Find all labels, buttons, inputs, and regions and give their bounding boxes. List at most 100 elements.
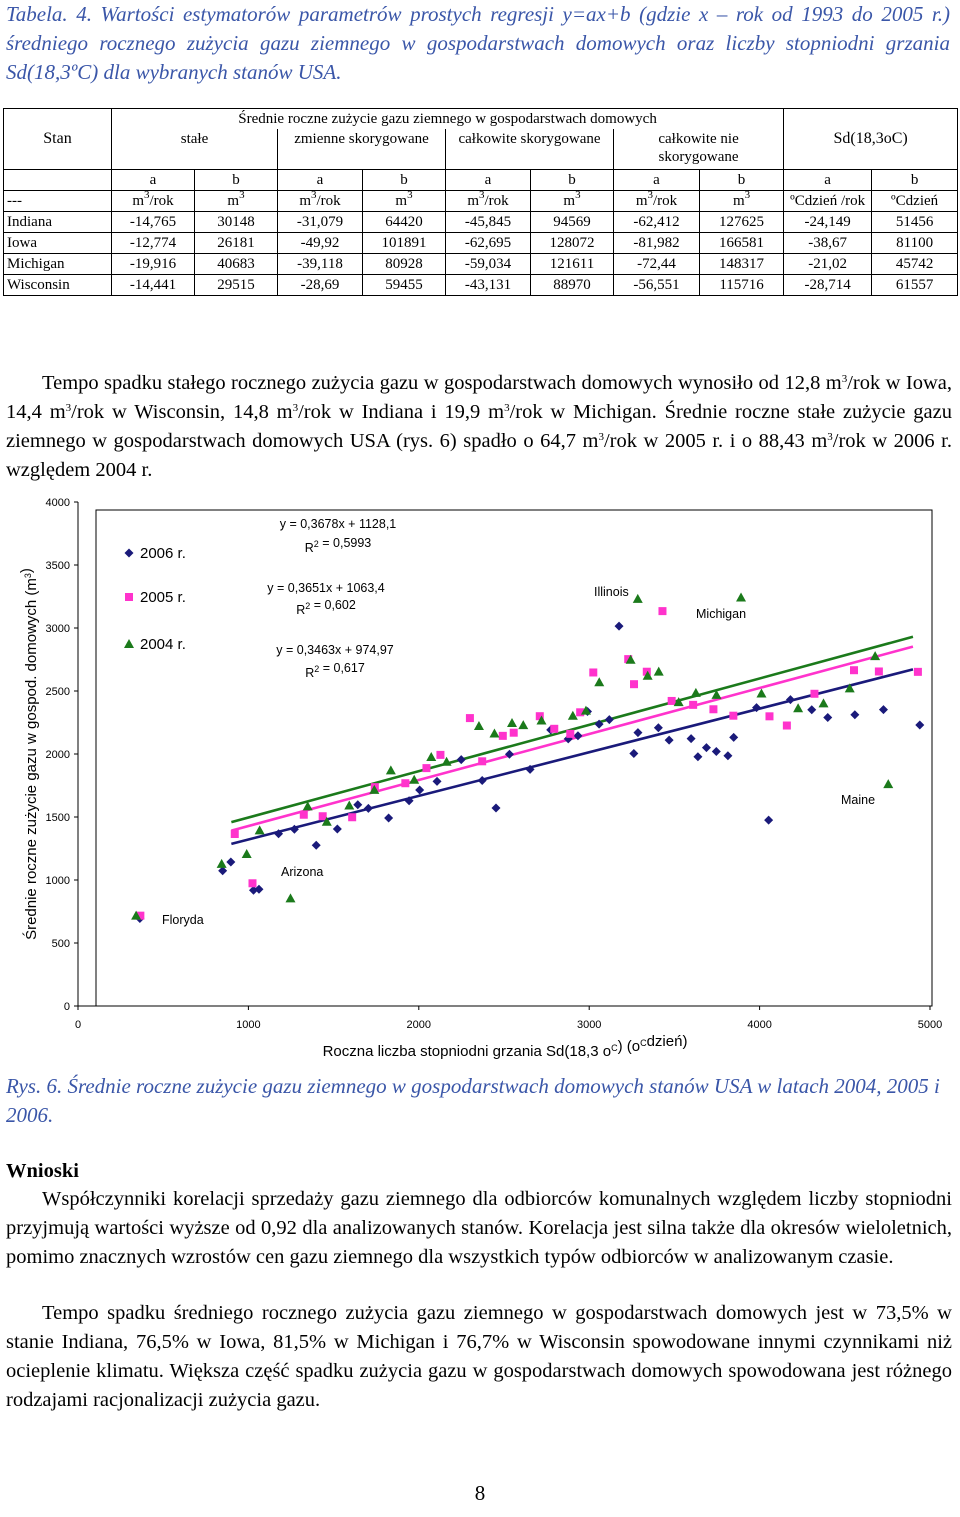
value-cell: 81100 (871, 232, 959, 254)
table-caption: Tabela. 4. Wartości estymatorów parametr… (6, 2, 950, 84)
value-cell: 148317 (698, 253, 785, 275)
point-2005 (465, 714, 474, 723)
point-2006 (823, 712, 833, 722)
point-2005 (535, 712, 544, 721)
point-2004 (870, 651, 881, 661)
point-2004 (507, 718, 518, 728)
regression-r2: R2 = 0,602 (296, 598, 356, 617)
conclusions-title: Wnioski (6, 1160, 79, 1182)
legend-marker (124, 639, 134, 648)
point-2005 (230, 830, 239, 839)
point-2005 (630, 680, 639, 689)
value-cell: -62,695 (445, 232, 531, 254)
value-cell: 59455 (362, 274, 446, 296)
point-2005 (782, 721, 791, 730)
point-2006 (477, 775, 487, 785)
point-2006 (491, 803, 501, 813)
point-2004 (302, 801, 313, 811)
point-2005 (566, 729, 575, 738)
point-label: Michigan (696, 607, 746, 621)
point-2005 (729, 711, 738, 720)
sd-header: Sd(18,3oC) (783, 108, 959, 170)
ab-cell: b (362, 169, 446, 191)
point-2005 (810, 689, 819, 698)
point-2004 (131, 910, 142, 920)
y-tick-label: 500 (52, 938, 70, 950)
sub-header: całkowite nie skorygowane (612, 129, 785, 170)
unit-cell: --- (3, 190, 112, 212)
regression-equation: y = 0,3678x + 1128,1 (280, 517, 397, 531)
value-cell: -12,774 (111, 232, 195, 254)
point-2006 (573, 731, 583, 741)
unit-cell: m3 (698, 190, 785, 212)
point-2005 (248, 879, 257, 888)
point-2006 (525, 764, 535, 774)
ab-cell: b (530, 169, 614, 191)
unit-cell: m3 (194, 190, 278, 212)
regression-equation: y = 0,3651x + 1063,4 (267, 581, 385, 595)
value-cell: -14,765 (111, 211, 195, 233)
point-2005 (478, 757, 487, 766)
point-2004 (536, 715, 547, 725)
y-tick-label: 2000 (46, 749, 70, 761)
table-row: Iowa -12,774 26181 -49,92 101891 -62,695 12807… (3, 232, 959, 254)
point-2004 (567, 710, 578, 720)
point-2006 (604, 715, 614, 725)
value-cell: -28,714 (783, 274, 873, 296)
ab-cell: a (111, 169, 195, 191)
value-cell: 88970 (530, 274, 614, 296)
point-2004 (844, 683, 855, 693)
value-cell: 61557 (871, 274, 959, 296)
point-2005 (318, 812, 327, 821)
chart-labels: 2006 r. 2005 r. 2004 r. y = 0,3678x + 1128,… (124, 517, 875, 927)
value-cell: 115716 (698, 274, 785, 296)
value-cell: 121611 (530, 253, 614, 275)
ab-cell: b (698, 169, 785, 191)
sub-header: całkowite skorygowane (445, 129, 614, 170)
point-2004 (489, 728, 500, 738)
point-2005 (136, 911, 145, 920)
group-header: Średnie roczne zużycie gazu ziemnego w g… (110, 108, 785, 129)
ab-cell: a (445, 169, 531, 191)
point-2006 (254, 884, 264, 894)
value-cell: -56,551 (613, 274, 700, 296)
x-axis-label: Roczna liczba stopniodni grzania Sd(18,3… (323, 1033, 688, 1060)
point-2004 (518, 720, 529, 730)
point-2006 (785, 695, 795, 705)
plot-area-border (95, 509, 933, 1007)
point-2005 (709, 705, 718, 714)
regression-r2: R2 = 0,617 (305, 661, 365, 680)
sub-header: zmienne skorygowane (277, 129, 446, 170)
state-cell: Iowa (3, 232, 112, 254)
point-2006 (311, 840, 321, 850)
point-2006 (664, 735, 674, 745)
point-2006 (878, 705, 888, 715)
y-tick-label: 1500 (46, 812, 70, 824)
value-cell: 26181 (194, 232, 278, 254)
y-tick-label: 1000 (46, 875, 70, 887)
value-cell: 51456 (871, 211, 959, 233)
point-2006 (653, 723, 663, 733)
value-cell: 128072 (530, 232, 614, 254)
unit-cell: ºCdzień /rok (783, 190, 873, 212)
table-row: Indiana -14,765 30148 -31,079 64420 -45,845 94… (3, 211, 959, 233)
point-2006 (915, 720, 925, 730)
plot-frame (77, 502, 933, 1007)
regression-line (231, 635, 914, 824)
unit-cell: ºCdzień (871, 190, 959, 212)
ab-cell: a (277, 169, 363, 191)
point-2005 (348, 813, 357, 822)
y-tick-label: 3500 (46, 560, 70, 572)
point-2006 (701, 743, 711, 753)
point-2006 (594, 719, 604, 729)
point-2006 (226, 857, 236, 867)
point-2006 (415, 785, 425, 795)
point-2005 (589, 668, 598, 677)
table-body: Indiana -14,765 30148 -31,079 64420 -45,845 94… (3, 211, 959, 296)
point-2004 (711, 689, 722, 699)
x-tick-label: 3000 (577, 1019, 601, 1031)
point-2006 (633, 728, 643, 738)
stan-header: Stan (3, 108, 112, 170)
value-cell: 80928 (362, 253, 446, 275)
